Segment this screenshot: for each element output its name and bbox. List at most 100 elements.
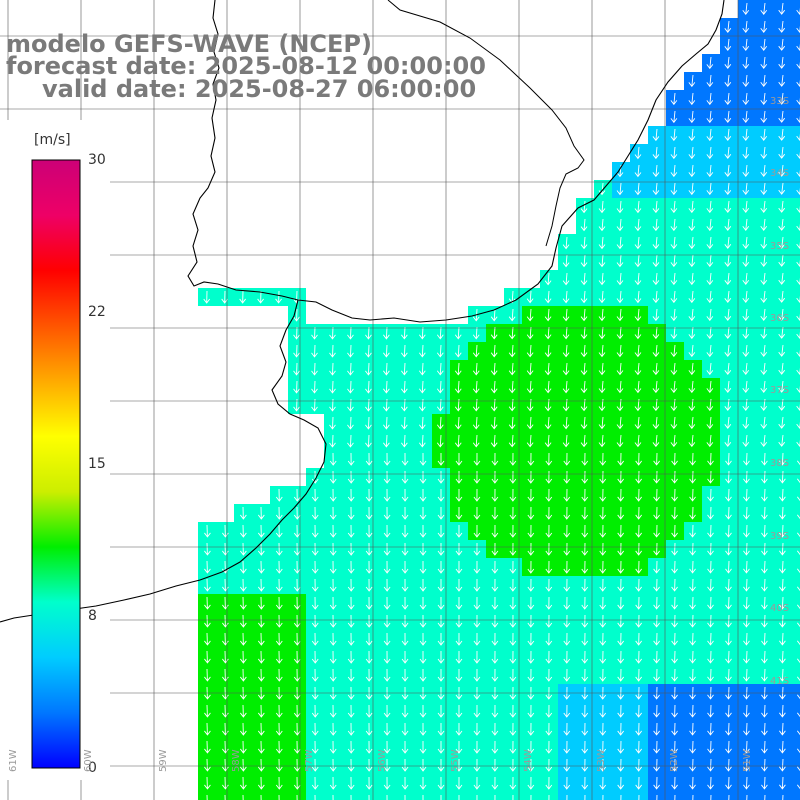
wind-arrow [562,272,570,286]
wind-arrow [490,362,498,376]
wind-arrow [598,290,606,304]
wind-arrow [365,506,373,520]
wind-arrow [778,200,786,213]
wind-arrow [455,452,463,466]
field-cell [792,270,800,288]
wind-arrow [563,488,571,502]
colorbar-unit: [m/s] [34,132,71,148]
wind-arrow [204,650,211,664]
wind-arrow [707,470,714,484]
wind-arrow [383,776,391,790]
wind-arrow [671,488,678,502]
wind-arrow [796,622,800,628]
wind-arrow [743,506,750,520]
wind-arrow [688,164,696,178]
wind-arrow [204,740,211,754]
lat-label: 35S [770,241,790,252]
field-cell [792,126,800,144]
wind-arrow [275,560,283,574]
wind-arrow [778,38,786,51]
wind-arrow [779,776,786,790]
wind-arrow [293,542,301,556]
wind-arrow [706,200,714,214]
wind-arrow [761,524,768,538]
field-cell [684,72,702,90]
wind-arrow [350,794,352,800]
wind-arrow [779,596,786,610]
wind-arrow [671,650,678,664]
wind-arrow [563,740,571,754]
wind-arrow [638,794,640,800]
wind-arrow [509,632,517,646]
wind-arrow [509,542,517,556]
wind-arrow [653,668,660,682]
wind-arrow [365,668,373,682]
wind-arrow [724,128,732,142]
field-cell [738,252,756,270]
wind-arrow [544,362,552,376]
wind-arrow [436,326,444,340]
wind-arrow [383,362,390,376]
field-cell [540,432,558,450]
field-cell [558,378,576,396]
wind-arrow [562,344,570,358]
wind-arrow [635,488,643,502]
wind-arrow [653,452,660,466]
wind-arrow [779,452,786,466]
wind-arrow [365,614,373,628]
field-cell [774,360,792,378]
wind-arrow [652,182,660,196]
wind-arrow [779,542,786,556]
wind-arrow [635,632,643,646]
wind-arrow [653,488,660,502]
field-cell [576,396,594,414]
wind-arrow [580,326,588,340]
wind-arrow [509,776,517,790]
wind-arrow [743,596,750,610]
wind-arrow [365,542,373,556]
wind-arrow [563,650,571,664]
wind-arrow [580,380,588,394]
field-cell [684,270,702,288]
wind-arrow [472,380,480,394]
field-cell [738,288,756,306]
wind-arrow [491,776,499,790]
wind-arrow [224,794,226,800]
wind-arrow [530,794,532,800]
wind-arrow [760,164,768,177]
wind-arrow [580,416,588,430]
field-cell [774,216,792,234]
wind-arrow [239,614,247,628]
wind-arrow [332,794,334,800]
field-cell [774,324,792,342]
wind-arrow [760,416,768,429]
wind-arrow [580,254,588,268]
wind-arrow [706,110,714,124]
wind-arrow [311,542,319,556]
wind-arrow [743,488,750,502]
wind-arrow [455,506,463,520]
wind-arrow [527,596,535,610]
wind-arrow [742,92,750,106]
wind-arrow [760,380,768,393]
wind-arrow [455,596,463,610]
wind-arrow [347,542,355,556]
wind-arrow [688,272,696,286]
wind-arrow [778,146,786,159]
wind-arrow [706,92,714,106]
wind-arrow [742,272,750,286]
wind-arrow [545,560,553,574]
field-cell [576,252,594,270]
wind-arrow [400,362,408,376]
border-line [387,0,585,247]
field-cell [756,18,774,36]
wind-arrow [617,560,625,574]
wind-arrow [652,272,660,286]
wind-arrow [383,542,391,556]
wind-arrow [760,254,768,267]
field-cell [756,396,774,414]
wind-arrow [293,488,301,502]
field-cell [792,198,800,216]
wind-arrow [688,236,696,250]
wind-arrow [365,416,372,430]
